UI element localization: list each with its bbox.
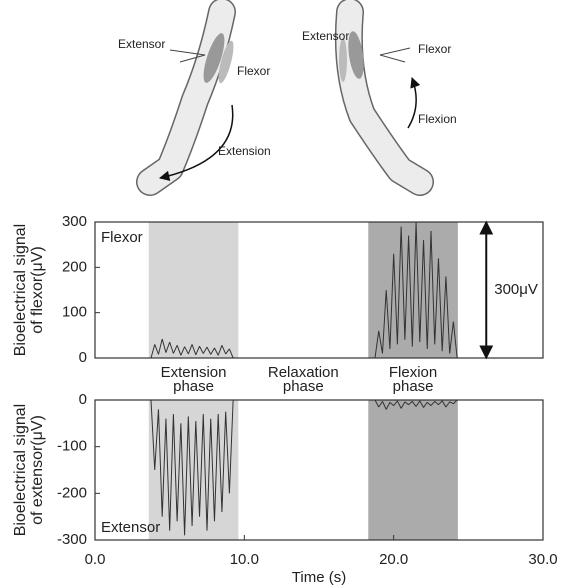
muscle xyxy=(218,40,234,84)
leg xyxy=(336,0,433,195)
y-tick-label: -200 xyxy=(57,484,87,501)
muscle xyxy=(348,31,364,79)
plot-frame xyxy=(94,221,544,359)
pointer xyxy=(379,47,411,63)
y-axis-label: Bioelectrical signal of extensor(μV) xyxy=(12,403,46,537)
y-tick-label: -300 xyxy=(57,531,87,548)
x-tick-label: 0.0 xyxy=(85,551,106,568)
y-tick-label: 200 xyxy=(62,258,87,275)
y-tick-label: 100 xyxy=(62,304,87,321)
label: Flexion xyxy=(418,112,457,126)
arrow xyxy=(158,104,234,182)
muscle xyxy=(339,38,347,82)
phase-shade xyxy=(148,222,239,358)
label: Flexor xyxy=(418,42,451,56)
phase-label: Extension phase xyxy=(160,364,227,395)
arrow xyxy=(407,77,421,129)
x-tick-label: 20.0 xyxy=(379,551,408,568)
label: Extension xyxy=(218,144,271,158)
x-tick-label: 30.0 xyxy=(528,551,557,568)
y-tick-label: -100 xyxy=(57,438,87,455)
y-axis-label: Bioelectrical signal of flexor(μV) xyxy=(12,223,46,357)
phase-shade xyxy=(368,400,458,540)
muscle xyxy=(203,33,225,83)
annotation: 300μV xyxy=(494,281,538,298)
y-tick-label: 300 xyxy=(62,213,87,230)
phase-label: Relaxation phase xyxy=(267,364,339,395)
y-tick-label: 0 xyxy=(79,391,87,408)
x-axis-label: Time (s) xyxy=(292,569,346,586)
y-tick-label: 0 xyxy=(79,349,87,366)
pointer xyxy=(169,49,206,63)
label: Extensor xyxy=(118,37,165,51)
label: Flexor xyxy=(237,64,270,78)
legend-label: Flexor xyxy=(101,229,143,246)
illustration: Extensor Flexor Extension Extensor Flexo… xyxy=(118,0,457,196)
legend-label: Extensor xyxy=(101,519,160,536)
plot-frame xyxy=(94,399,544,541)
x-tick-label: 10.0 xyxy=(230,551,259,568)
label: Extensor xyxy=(302,29,349,43)
phase-label: Flexion phase xyxy=(388,364,438,395)
